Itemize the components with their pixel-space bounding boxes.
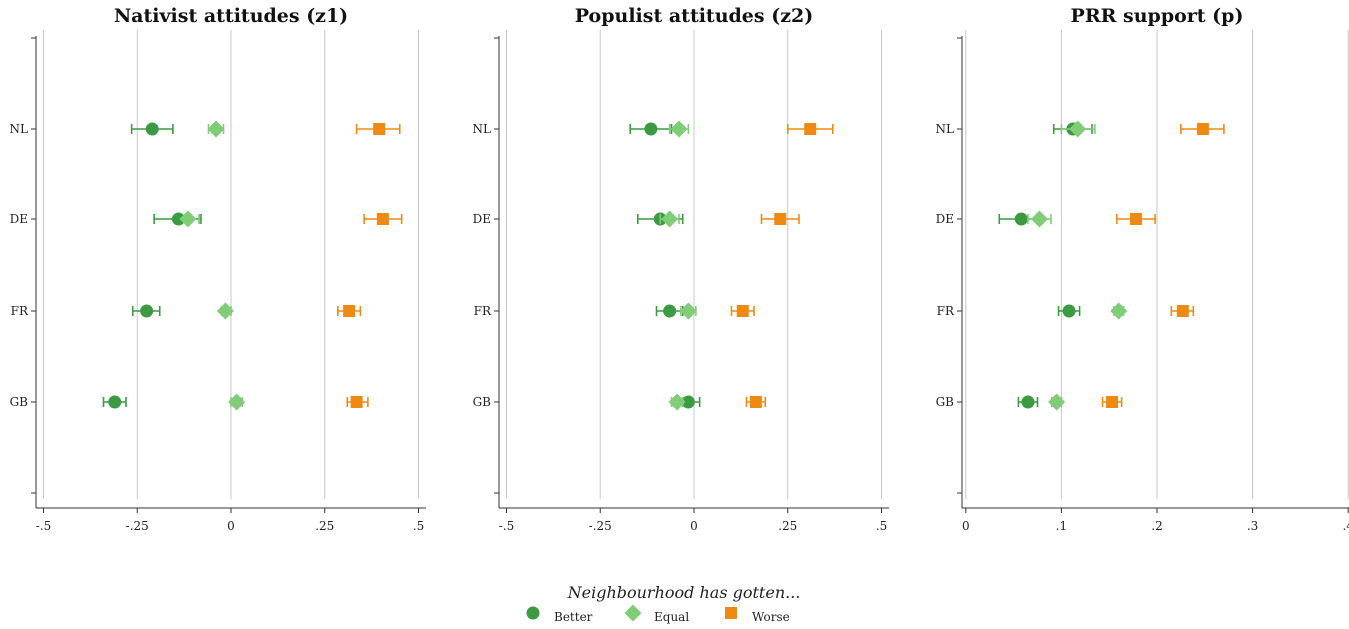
panel-title: PRR support (p)	[1071, 5, 1244, 27]
point-better-gb	[681, 395, 695, 409]
legend-marker-better	[526, 606, 540, 620]
panels: Nativist attitudes (z1) NL DE FR GB -.5 -.25 0.…	[10, 5, 1349, 533]
series-worse	[1101, 123, 1225, 408]
x-tick-label: .25	[778, 519, 797, 533]
point-equal-de	[1030, 210, 1048, 228]
nativist-panel: Nativist attitudes (z1) NL DE FR GB -.5 -.25 0.…	[10, 5, 426, 533]
y-tick-label: GB	[936, 395, 955, 409]
y-tick-label: FR	[11, 304, 29, 318]
y-tick-label: FR	[937, 304, 955, 318]
legend-item-better: Better	[526, 606, 593, 624]
x-tick-label: .5	[413, 519, 424, 533]
x-tick-label: -.25	[589, 519, 612, 533]
y-tick-label: GB	[473, 395, 492, 409]
y-tick-label: DE	[10, 212, 28, 226]
point-equal-gb	[228, 393, 246, 411]
point-equal-gb	[668, 393, 686, 411]
point-better-gb	[1021, 395, 1035, 409]
point-better-fr	[1062, 304, 1076, 318]
point-better-nl	[145, 122, 159, 136]
x-tick-label: 0	[962, 519, 970, 533]
point-worse-fr	[1176, 305, 1189, 317]
x-tick-label: 0	[690, 519, 698, 533]
point-worse-fr	[736, 305, 749, 317]
series-equal	[659, 120, 697, 411]
point-worse-nl	[1196, 123, 1209, 135]
y-tick-label: DE	[936, 212, 954, 226]
point-worse-gb	[350, 396, 363, 408]
x-tick-label: .25	[315, 519, 334, 533]
x-tick-label: .5	[876, 519, 887, 533]
x-tick-label: -.5	[499, 519, 515, 533]
legend-label: Equal	[654, 610, 689, 624]
y-tick-label: NL	[936, 122, 955, 136]
panel-title: Populist attitudes (z2)	[575, 5, 813, 27]
series-equal	[1027, 120, 1128, 411]
point-worse-de	[774, 213, 787, 225]
x-tick-label: -.5	[36, 519, 52, 533]
x-tick-label: -.25	[126, 519, 149, 533]
legend-label: Better	[554, 610, 593, 624]
point-better-gb	[108, 395, 122, 409]
point-worse-de	[1129, 213, 1142, 225]
x-tick-label: .2	[1151, 519, 1162, 533]
point-better-fr	[140, 304, 154, 318]
point-better-de	[1014, 212, 1028, 226]
point-equal-fr	[1110, 302, 1128, 320]
point-equal-nl	[207, 120, 225, 138]
x-tick-label: .3	[1247, 519, 1258, 533]
populist-panel: Populist attitudes (z2) NL DE FR GB -.5 -.25 0.…	[473, 5, 889, 533]
point-worse-nl	[373, 123, 386, 135]
y-tick-label: NL	[10, 122, 29, 136]
series-worse	[337, 123, 403, 408]
legend-items: Better Equal Worse	[526, 604, 790, 624]
point-worse-gb	[1106, 396, 1119, 408]
y-tick-label: NL	[473, 122, 492, 136]
series-better	[629, 122, 701, 409]
point-equal-fr	[216, 302, 234, 320]
legend-item-equal: Equal	[624, 604, 689, 624]
y-tick-label: FR	[474, 304, 492, 318]
point-equal-de	[661, 210, 679, 228]
point-worse-de	[376, 213, 389, 225]
point-equal-fr	[679, 302, 697, 320]
series-better	[998, 122, 1093, 409]
series-better	[102, 122, 202, 409]
x-tick-label: .4	[1342, 519, 1349, 533]
y-tick-label: GB	[10, 395, 29, 409]
point-worse-fr	[343, 305, 356, 317]
series-worse	[730, 123, 834, 408]
point-equal-gb	[1048, 393, 1066, 411]
point-better-de	[172, 212, 185, 226]
x-tick-label: .1	[1056, 519, 1067, 533]
y-tick-label: DE	[473, 212, 491, 226]
series-equal	[179, 120, 246, 411]
panel-title: Nativist attitudes (z1)	[114, 5, 348, 27]
point-better-fr	[663, 304, 677, 318]
legend-marker-equal	[624, 604, 642, 622]
legend-title: Neighbourhood has gotten...	[567, 583, 801, 602]
legend: Neighbourhood has gotten... Better Equal W…	[526, 583, 801, 624]
point-worse-gb	[749, 396, 762, 408]
legend-label: Worse	[752, 610, 790, 624]
legend-marker-worse	[725, 607, 737, 619]
legend-item-worse: Worse	[725, 607, 790, 624]
point-worse-nl	[804, 123, 817, 135]
point-better-nl	[644, 122, 658, 136]
point-equal-nl	[1069, 120, 1087, 138]
x-tick-label: 0	[227, 519, 235, 533]
prr-panel: PRR support (p) NL DE FR GB 0 .1 .2 .3 .4	[936, 5, 1349, 533]
point-equal-nl	[670, 120, 688, 138]
point-equal-de	[179, 210, 197, 228]
